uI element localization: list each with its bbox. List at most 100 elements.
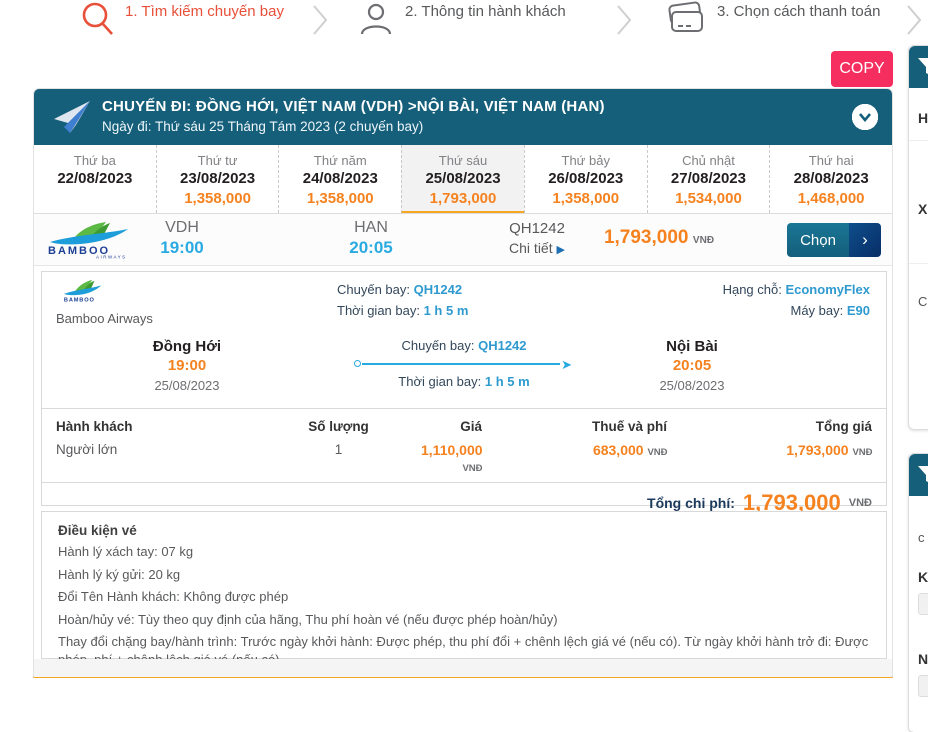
cell-total: 1,793,000 VNĐ bbox=[786, 442, 873, 458]
breadcrumb-step-passenger[interactable]: 2. Thông tin hành khách bbox=[356, 0, 566, 45]
class-value: EconomyFlex bbox=[785, 282, 870, 297]
tab-price: 1,358,000 bbox=[552, 190, 620, 207]
chevron-down-icon bbox=[859, 113, 871, 122]
svg-text:AIRWAYS: AIRWAYS bbox=[96, 255, 127, 260]
departure-date: 25/08/2023 bbox=[154, 378, 220, 393]
search-icon bbox=[78, 0, 116, 45]
cell-quantity: 1 bbox=[334, 442, 343, 457]
arrival-block: Nội Bài 20:05 25/08/2023 bbox=[612, 338, 772, 393]
date-tab-0[interactable]: Thứ ba 22/08/2023 bbox=[34, 145, 156, 213]
duration-value: 1 h 5 m bbox=[484, 374, 530, 389]
tab-day: Thứ ba bbox=[73, 153, 116, 168]
price-currency: VNĐ bbox=[692, 235, 715, 246]
tab-date: 25/08/2023 bbox=[425, 170, 501, 187]
select-arrow-icon: › bbox=[849, 223, 881, 257]
bamboo-airways-logo: BAMBOO AIRWAYS bbox=[44, 221, 136, 264]
trip-header: CHUYẾN ĐI: ĐỒNG HỚI, VIỆT NAM (VDH) >NỘI… bbox=[34, 89, 892, 145]
paper-plane-icon bbox=[50, 97, 94, 142]
date-tab-3-selected[interactable]: Thứ sáu 25/08/2023 1,793,000 bbox=[401, 145, 524, 213]
flight-number-block: QH1242 Chi tiết ▶ bbox=[497, 220, 577, 256]
total-amount: 1,793,000 bbox=[742, 489, 841, 515]
col-passenger: Hành khách bbox=[56, 419, 133, 434]
copy-button[interactable]: COPY bbox=[831, 51, 893, 87]
tab-date: 24/08/2023 bbox=[302, 170, 378, 187]
condition-line: Hành lý ký gửi: 20 kg bbox=[58, 566, 181, 582]
breadcrumb-step-label: 2. Thông tin hành khách bbox=[405, 3, 566, 20]
conditions-title: Điều kiện vé bbox=[58, 523, 137, 538]
filter-item: C bbox=[918, 294, 928, 309]
flight-detail-panel: BAMBOO Bamboo Airways Chuyến bay: QH1242… bbox=[41, 271, 887, 515]
col-quantity: Số lượng bbox=[308, 419, 369, 434]
breadcrumb-step-label: 1. Tìm kiếm chuyến bay bbox=[125, 3, 284, 20]
person-icon bbox=[356, 0, 396, 45]
detail-class-info: Hạng chỗ: EconomyFlex Máy bay: E90 bbox=[723, 282, 870, 324]
details-link[interactable]: Chi tiết ▶ bbox=[497, 240, 577, 256]
cell-tax: 683,000 VNĐ bbox=[592, 442, 668, 458]
condition-line: Hoàn/hủy vé: Tùy theo quy định của hãng,… bbox=[58, 611, 558, 627]
tab-day: Thứ năm bbox=[313, 153, 367, 168]
departure-code: VDH bbox=[165, 219, 199, 236]
filter-panel-header[interactable] bbox=[909, 454, 928, 496]
duration-value: 1 h 5 m bbox=[423, 303, 469, 318]
filter-funnel-icon bbox=[918, 58, 928, 74]
col-total: Tổng giá bbox=[815, 419, 872, 434]
card-footer-strip bbox=[34, 659, 892, 677]
departure-city: Đồng Hới bbox=[152, 338, 222, 355]
date-tab-6[interactable]: Thứ hai 28/08/2023 1,468,000 bbox=[769, 145, 892, 213]
date-tab-5[interactable]: Chủ nhật 27/08/2023 1,534,000 bbox=[646, 145, 770, 213]
tab-date: 27/08/2023 bbox=[670, 170, 746, 187]
route-middle: Chuyến bay: QH1242 ➤ Thời gian bay: 1 h … bbox=[344, 338, 584, 395]
filter-item: N bbox=[918, 651, 928, 667]
detail-flight-info: Chuyến bay: QH1242 Thời gian bay: 1 h 5 … bbox=[337, 282, 468, 324]
total-label: Tổng chi phí: bbox=[647, 494, 735, 511]
fare-table: Hành khách Số lượng Giá Thuế và phí Tổng… bbox=[42, 408, 886, 482]
date-tab-1[interactable]: Thứ tư 23/08/2023 1,358,000 bbox=[155, 145, 279, 213]
flight-number: QH1242 bbox=[478, 338, 527, 353]
trip-subtitle: Ngày đi: Thứ sáu 25 Tháng Tám 2023 (2 ch… bbox=[102, 119, 424, 134]
fare-table-header: Hành khách Số lượng Giá Thuế và phí Tổng… bbox=[42, 417, 886, 440]
filter-input[interactable] bbox=[918, 593, 928, 615]
filter-item: H bbox=[909, 96, 928, 141]
details-arrow-icon: ▶ bbox=[556, 244, 565, 256]
date-tab-4[interactable]: Thứ bảy 26/08/2023 1,358,000 bbox=[523, 145, 647, 213]
flight-summary-row: BAMBOO AIRWAYS VDH 19:00 HAN 20:05 QH124… bbox=[34, 214, 892, 266]
flight-label: Chuyến bay: bbox=[337, 282, 410, 297]
price-amount: 1,793,000 bbox=[603, 227, 689, 248]
arrival-code: HAN bbox=[354, 219, 388, 236]
bamboo-airways-logo-small: BAMBOO Bamboo Airways bbox=[56, 278, 153, 326]
arrival-city: Nội Bài bbox=[666, 338, 718, 355]
date-tab-2[interactable]: Thứ năm 24/08/2023 1,358,000 bbox=[278, 145, 401, 213]
tab-day: Chủ nhật bbox=[682, 153, 735, 168]
tab-day: Thứ bảy bbox=[561, 153, 610, 168]
details-label: Chi tiết bbox=[509, 240, 553, 256]
filter-sidebar: H X C c K N bbox=[908, 45, 928, 732]
ticket-conditions: Điều kiện vé Hành lý xách tay: 07 kg Hàn… bbox=[41, 511, 887, 667]
flight-price: 1,793,000 VNĐ bbox=[594, 227, 724, 249]
filter-input[interactable] bbox=[918, 675, 928, 697]
breadcrumb-step-search[interactable]: 1. Tìm kiếm chuyến bay bbox=[78, 0, 284, 45]
collapse-chevron-button[interactable] bbox=[852, 104, 878, 130]
tab-price: 1,468,000 bbox=[797, 190, 865, 207]
cell-price: 1,110,000 VNĐ bbox=[421, 442, 483, 474]
select-label: Chọn bbox=[787, 223, 849, 257]
chevron-right-icon bbox=[612, 2, 636, 43]
filter-panel-header[interactable] bbox=[909, 46, 928, 88]
detail-header: BAMBOO Bamboo Airways Chuyến bay: QH1242… bbox=[42, 272, 886, 334]
flight-number: QH1242 bbox=[509, 220, 565, 237]
tab-price: 1,534,000 bbox=[675, 190, 742, 207]
condition-line: Đổi Tên Hành khách: Không được phép bbox=[58, 589, 289, 605]
tab-date: 28/08/2023 bbox=[793, 170, 869, 187]
condition-line: Hành lý xách tay: 07 kg bbox=[58, 544, 194, 559]
tab-date: 22/08/2023 bbox=[57, 170, 133, 187]
departure-time: 19:00 bbox=[167, 357, 207, 374]
tab-date: 23/08/2023 bbox=[180, 170, 256, 187]
breadcrumb-step-payment[interactable]: 3. Chọn cách thanh toán bbox=[664, 0, 880, 45]
filter-funnel-icon bbox=[918, 466, 928, 482]
arrival-time: 20:05 bbox=[349, 238, 393, 257]
flight-number: QH1242 bbox=[413, 282, 463, 297]
select-flight-button[interactable]: Chọn › bbox=[787, 223, 881, 257]
duration-label: Thời gian bay: bbox=[398, 374, 482, 389]
aircraft-value: E90 bbox=[846, 303, 870, 318]
arrival-stop: HAN 20:05 bbox=[331, 219, 411, 258]
